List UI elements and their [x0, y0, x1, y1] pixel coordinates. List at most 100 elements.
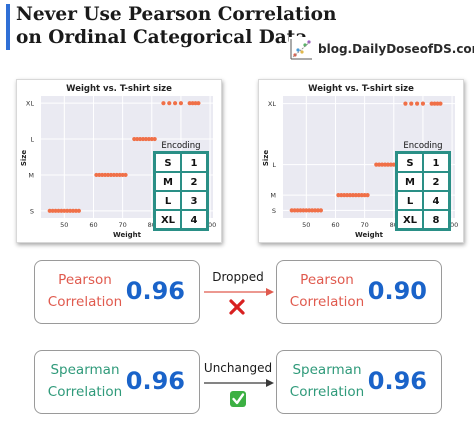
- data-point-l: [140, 136, 146, 142]
- data-point-xl: [190, 101, 195, 106]
- encoding-cell: [156, 154, 180, 171]
- encoding-size-label: M: [405, 177, 415, 188]
- y-axis-label: Size: [262, 150, 270, 167]
- encoding-size-label: S: [164, 158, 171, 169]
- chart-title: Weight vs. T-shirt size: [308, 84, 414, 94]
- y-tick-label: S: [272, 207, 276, 215]
- data-point-s: [47, 208, 52, 213]
- encoding-cell: [156, 211, 180, 228]
- title-line-1: Never Use Pearson Correlation: [16, 4, 337, 25]
- spearman-after-label-line1: Spearman: [292, 362, 362, 378]
- data-point-s: [295, 208, 300, 213]
- data-point-m: [94, 172, 99, 178]
- scatter-chart-right: Weight vs. T-shirt size5060708090100SMLX…: [262, 84, 458, 239]
- encoding-value: 4: [433, 196, 440, 207]
- encoding-size-label: S: [406, 158, 413, 169]
- encoding-size-label: XL: [403, 215, 418, 226]
- data-point-xl: [438, 101, 443, 106]
- data-point-xl: [403, 101, 408, 106]
- pearson-before-card: Pearson Correlation 0.96: [34, 260, 200, 324]
- x-tick-label: 50: [60, 221, 68, 229]
- data-point-xl: [193, 101, 198, 106]
- data-point-s: [298, 208, 303, 213]
- data-point-s: [312, 208, 318, 213]
- data-point-s: [62, 208, 67, 213]
- y-tick-label: M: [28, 171, 34, 179]
- encoding-value: 1: [191, 158, 198, 169]
- data-point-l: [382, 162, 388, 167]
- red-cross-icon: [229, 299, 245, 315]
- encoding-cell: [424, 192, 448, 209]
- data-point-m: [362, 193, 367, 198]
- data-point-s: [289, 208, 294, 213]
- data-point-xl: [420, 101, 426, 106]
- encoding-title: Encoding: [403, 141, 442, 151]
- data-point-s: [65, 208, 70, 213]
- encoding-value: 1: [433, 158, 440, 169]
- x-tick-label: 60: [331, 221, 339, 229]
- spearman-after-label-line2: Correlation: [289, 384, 365, 400]
- pearson-connector: Dropped: [200, 270, 276, 322]
- y-tick-label: S: [30, 207, 34, 215]
- title-line-2: on Ordinal Categorical Data: [16, 27, 308, 48]
- data-point-m: [336, 193, 341, 198]
- data-point-l: [377, 162, 382, 167]
- data-point-m: [342, 193, 347, 198]
- data-point-m: [339, 193, 344, 198]
- y-tick-label: XL: [26, 100, 34, 108]
- pearson-after-card: Pearson Correlation 0.90: [276, 260, 442, 324]
- data-point-m: [353, 193, 358, 198]
- title-accent-bar: [6, 4, 10, 50]
- data-point-s: [50, 208, 55, 213]
- data-point-xl: [187, 101, 192, 106]
- encoding-cell: [182, 154, 206, 171]
- data-point-l: [391, 162, 396, 167]
- pearson-after-label-line2: Correlation: [289, 294, 365, 310]
- data-point-l: [135, 136, 140, 142]
- encoding-cell: [398, 154, 422, 171]
- data-point-s: [76, 208, 81, 213]
- data-point-l: [149, 136, 154, 142]
- encoding-table: Encoding S 1 M 2 L 4 XL 8: [395, 141, 451, 231]
- data-point-m: [105, 172, 111, 178]
- spearman-before-label-line1: Spearman: [50, 362, 120, 378]
- scatter-chart-left: Weight vs. T-shirt size5060708090100SMLX…: [20, 84, 216, 239]
- data-point-l: [385, 162, 391, 167]
- encoding-table: Encoding S 1 M 2 L 3 XL 4: [153, 141, 209, 231]
- x-tick-label: 100: [446, 221, 458, 229]
- data-point-xl: [173, 101, 178, 106]
- x-tick-label: 80: [390, 221, 398, 229]
- spearman-connector-label: Unchanged: [203, 361, 273, 375]
- data-point-m: [347, 193, 353, 198]
- encoding-cell: [424, 211, 448, 228]
- data-point-s: [301, 208, 306, 213]
- data-point-l: [138, 136, 143, 142]
- encoding-size-label: M: [163, 177, 173, 188]
- data-point-xl: [161, 101, 166, 106]
- x-tick-label: 80: [148, 221, 156, 229]
- data-point-m: [345, 193, 350, 198]
- pearson-before-label-line2: Correlation: [47, 294, 123, 310]
- data-point-s: [53, 208, 58, 213]
- chart-card-left: Weight vs. T-shirt size5060708090100SMLX…: [16, 79, 222, 243]
- pearson-before-label-line1: Pearson: [58, 272, 112, 288]
- data-point-xl: [196, 101, 201, 106]
- data-point-m: [108, 172, 114, 178]
- data-point-xl: [409, 101, 414, 106]
- data-point-s: [68, 208, 73, 213]
- encoding-size-label: L: [165, 196, 172, 207]
- spearman-before-label-line2: Correlation: [47, 384, 123, 400]
- data-point-xl: [178, 101, 184, 106]
- data-point-s: [292, 208, 297, 213]
- pearson-before-label: Pearson Correlation: [35, 269, 135, 313]
- x-tick-label: 60: [89, 221, 97, 229]
- data-point-m: [103, 172, 108, 178]
- data-point-xl: [435, 101, 440, 106]
- page-title: Never Use Pearson Correlation on Ordinal…: [16, 3, 336, 49]
- pearson-arrow: [204, 288, 274, 315]
- spearman-after-value: 0.96: [367, 367, 427, 395]
- encoding-title: Encoding: [161, 141, 200, 151]
- data-point-l: [152, 136, 157, 142]
- encoding-cell: [156, 192, 180, 209]
- data-point-m: [111, 172, 116, 178]
